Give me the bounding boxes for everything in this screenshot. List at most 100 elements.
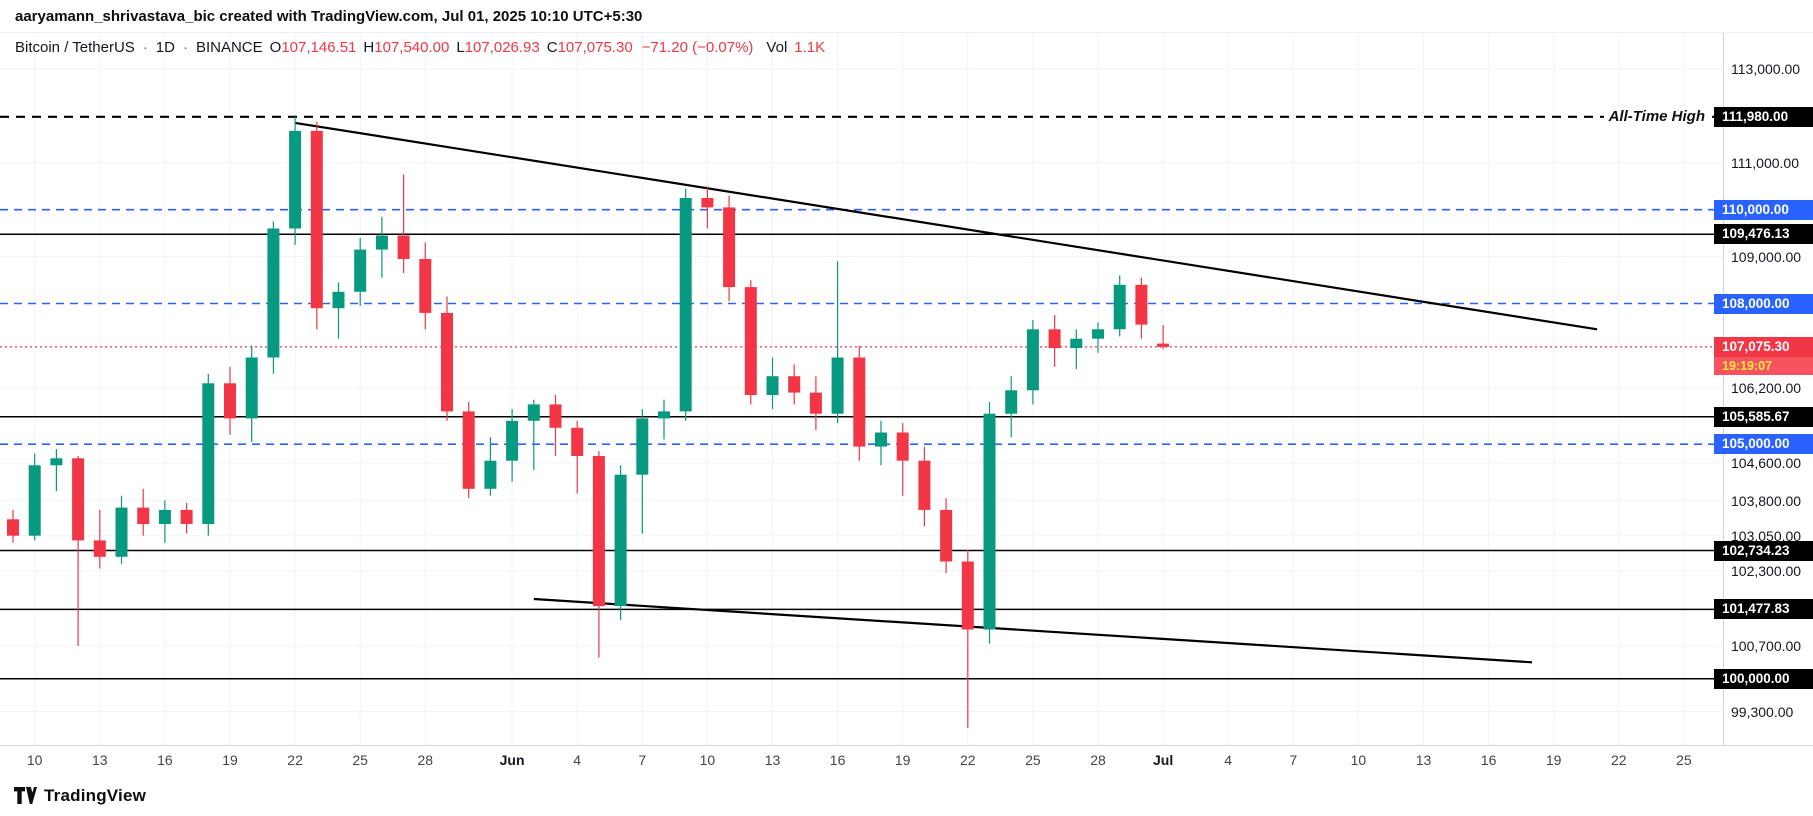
candle-body[interactable] (375, 235, 388, 250)
candle-body[interactable] (983, 413, 996, 630)
candle-body[interactable] (1005, 390, 1018, 414)
candle-body[interactable] (397, 235, 410, 260)
candle-body[interactable] (853, 357, 866, 447)
candle-body[interactable] (441, 312, 453, 412)
candle-body[interactable] (766, 376, 779, 395)
candle-body[interactable] (527, 404, 540, 421)
time-axis-label: 25 (1676, 752, 1692, 768)
price-axis-label: 99,300.00 (1731, 703, 1794, 720)
candle-body[interactable] (831, 357, 844, 414)
candle-body[interactable] (419, 259, 432, 313)
candle-body[interactable] (245, 357, 258, 419)
candle-body[interactable] (289, 130, 302, 229)
candle-body[interactable] (744, 287, 757, 395)
time-axis-label: 13 (92, 752, 108, 768)
candle-body[interactable] (158, 509, 171, 524)
candle-body[interactable] (658, 411, 670, 419)
separator-dot: · (182, 39, 188, 56)
candle-body[interactable] (484, 460, 497, 489)
symbol-name[interactable]: Bitcoin / TetherUS (15, 39, 135, 56)
candle-body[interactable] (592, 456, 605, 607)
trendline[interactable] (294, 121, 1598, 331)
time-axis-label: 10 (26, 752, 43, 768)
price-level-badge: 100,000.00 (1714, 668, 1813, 689)
time-axis-label: 13 (764, 752, 781, 768)
candle-body[interactable] (896, 432, 909, 461)
candle-body[interactable] (310, 130, 323, 309)
candle-body[interactable] (614, 474, 627, 607)
candle-body[interactable] (1135, 284, 1148, 325)
candle-body[interactable] (1070, 338, 1083, 349)
candle-body[interactable] (72, 458, 85, 541)
candle-body[interactable] (137, 507, 150, 524)
candle-body[interactable] (940, 509, 953, 562)
time-axis-label: 16 (157, 752, 173, 768)
time-axis-label: 4 (573, 752, 582, 768)
price-axis-label: 104,600.00 (1731, 455, 1802, 471)
candle-body[interactable] (1026, 329, 1039, 391)
candle-body[interactable] (809, 392, 822, 414)
price-axis-border (1723, 33, 1724, 745)
candle-body[interactable] (788, 376, 801, 393)
candle-body[interactable] (875, 432, 887, 447)
candle-body[interactable] (571, 427, 584, 456)
price-axis-label: 100,700.00 (1731, 637, 1802, 654)
candle-body[interactable] (354, 249, 367, 292)
time-axis[interactable]: 10 13 16 19 22 25 28 Jun 4 7 10 13 16 19 22 25 28 Jul 4 7 10… (0, 745, 1723, 775)
candlestick-plot[interactable] (0, 33, 1723, 745)
candle-body[interactable] (7, 519, 19, 536)
candle-body[interactable] (180, 509, 193, 524)
candle-body[interactable] (28, 465, 41, 536)
time-axis-label: 22 (1611, 752, 1627, 768)
time-axis-label: 28 (417, 752, 434, 768)
candle-body[interactable] (961, 561, 974, 630)
candle-body[interactable] (115, 507, 128, 557)
time-axis-label: 22 (960, 752, 976, 768)
candle-body[interactable] (1048, 329, 1061, 349)
candle-body[interactable] (1157, 343, 1170, 347)
candle-body[interactable] (93, 540, 106, 557)
candle-body[interactable] (1092, 329, 1104, 339)
candle-body[interactable] (549, 404, 562, 428)
price-axis-label: 103,800.00 (1731, 492, 1802, 509)
price-level-badge: 105,585.67 (1714, 406, 1813, 427)
change-value: −71.20 (−0.07%) (641, 39, 754, 56)
time-axis-label: 13 (1415, 752, 1432, 768)
price-level-badge: 111,980.00 (1714, 106, 1813, 127)
price-level-badge: 102,734.23 (1714, 540, 1813, 561)
candle-body[interactable] (267, 228, 280, 358)
candle-body[interactable] (636, 418, 649, 475)
time-axis-label: 28 (1090, 752, 1106, 768)
time-axis-label: 25 (352, 752, 368, 768)
time-axis-label: 4 (1224, 752, 1233, 768)
candle-body[interactable] (1113, 284, 1126, 330)
volume-value: 1.1K (794, 39, 826, 56)
ohlc-low: L107,026.93 (456, 39, 540, 56)
candle-body[interactable] (918, 460, 931, 510)
tradingview-logo-icon[interactable] (14, 787, 37, 804)
time-axis-label: Jul (1152, 752, 1174, 768)
candle-body[interactable] (224, 383, 236, 419)
ohlc-high: H107,540.00 (363, 39, 450, 56)
footer-bar: TradingView (0, 775, 1813, 816)
time-axis-label: 16 (1480, 752, 1497, 768)
tradingview-wordmark[interactable]: TradingView (44, 785, 147, 805)
candle-body[interactable] (332, 291, 345, 309)
trendline[interactable] (533, 597, 1533, 664)
interval-label[interactable]: 1D (155, 39, 175, 56)
bar-close-countdown: 19:19:07 (1714, 356, 1813, 375)
symbol-info-bar[interactable]: Bitcoin / TetherUS · 1D · BINANCE O107,1… (15, 39, 825, 56)
candle-body[interactable] (723, 207, 736, 288)
time-axis-border (0, 745, 1813, 746)
last-price-badge: 107,075.30 (1714, 336, 1813, 357)
candle-body[interactable] (701, 198, 714, 208)
candle-body[interactable] (50, 458, 63, 466)
candle-body[interactable] (506, 420, 519, 461)
candle-body[interactable] (679, 198, 692, 412)
exchange-label: BINANCE (195, 39, 263, 56)
candle-body[interactable] (462, 411, 475, 489)
candle-body[interactable] (202, 383, 215, 524)
time-axis-label: 7 (638, 752, 647, 768)
price-level-badge: 105,000.00 (1714, 434, 1813, 455)
